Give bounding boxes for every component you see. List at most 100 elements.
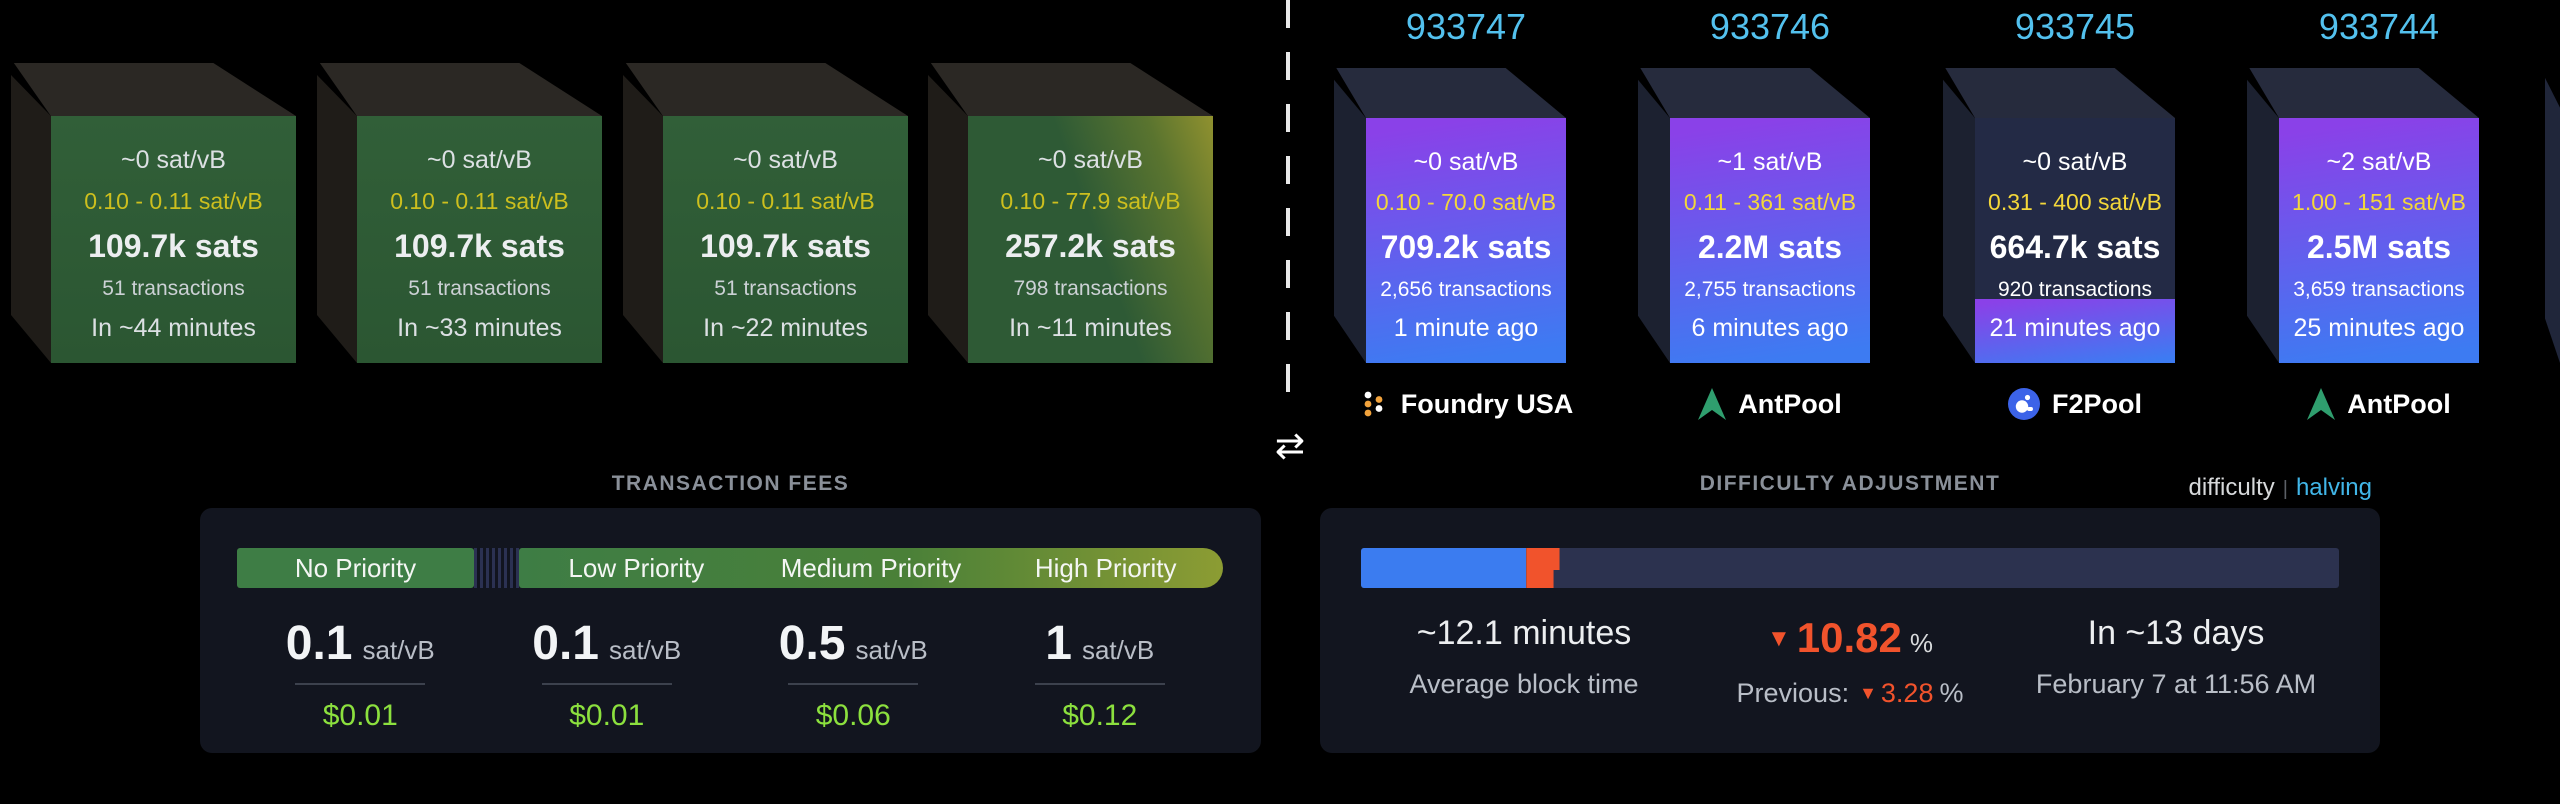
mined-block-933747[interactable]: ~0 sat/vB 0.10 - 70.0 sat/vB 709.2k sats…	[1334, 68, 1566, 363]
previous-change-value: 3.28	[1880, 678, 1934, 708]
projected-block-4[interactable]: ~0 sat/vB 0.10 - 0.11 sat/vB 109.7k sats…	[11, 63, 296, 363]
down-triangle-icon: ▼	[1767, 625, 1791, 652]
projected-block-face[interactable]: ~0 sat/vB 0.10 - 0.11 sat/vB 109.7k sats…	[51, 116, 296, 363]
median-fee: ~0 sat/vB	[121, 146, 226, 174]
mined-block-933744[interactable]: ~2 sat/vB 1.00 - 151 sat/vB 2.5M sats 3,…	[2247, 68, 2479, 363]
pool-link-antpool[interactable]: AntPool	[1670, 386, 1870, 422]
block-age: 1 minute ago	[1393, 314, 1539, 342]
mined-block-face[interactable]: ~0 sat/vB 0.10 - 70.0 sat/vB 709.2k sats…	[1366, 118, 1566, 363]
fee-range: 0.10 - 70.0 sat/vB	[1375, 189, 1557, 216]
halving-link[interactable]: halving	[2295, 474, 2372, 501]
difficulty-progress-orange	[1526, 548, 1560, 588]
pool-name: AntPool	[1738, 388, 1842, 419]
divider-rule	[1034, 683, 1165, 685]
retarget-eta-value: In ~13 days	[2087, 614, 2265, 652]
median-fee: ~0 sat/vB	[427, 146, 532, 174]
fee-tier-medium-priority[interactable]: Medium Priority	[754, 548, 989, 588]
total-fees: 2.5M sats	[2306, 228, 2452, 265]
cube-left-face	[2247, 79, 2279, 363]
fee-rate-unit: sat/vB	[1081, 635, 1155, 665]
pool-name: F2Pool	[2051, 388, 2142, 419]
total-fees: 109.7k sats	[88, 227, 259, 264]
difficulty-stats-row: ~12.1 minutes Average block time ▼ 10.82%…	[1361, 614, 2339, 709]
fee-usd-value: $0.12	[1062, 699, 1138, 732]
mined-block-face[interactable]: ~1 sat/vB 0.11 - 361 sat/vB 2.2M sats 2,…	[1670, 118, 1870, 363]
fee-range: 0.10 - 0.11 sat/vB	[696, 187, 875, 214]
fee-col-low-priority: 0.1 sat/vB $0.01	[484, 616, 731, 733]
block-fill-gradient	[1975, 299, 2175, 363]
tx-count: 2,656 transactions	[1380, 277, 1552, 301]
cube-top-face	[319, 63, 602, 116]
median-fee: ~0 sat/vB	[1413, 148, 1519, 176]
tx-count: 51 transactions	[714, 277, 857, 301]
total-fees: 257.2k sats	[1005, 227, 1176, 264]
fee-range: 0.11 - 361 sat/vB	[1683, 189, 1857, 216]
tx-count: 51 transactions	[408, 277, 551, 301]
cube-top-face	[930, 63, 1213, 116]
block-height-link[interactable]: 933746	[1709, 6, 1831, 47]
fee-rate-unit: sat/vB	[362, 635, 435, 665]
fee-rate-value: 1	[1045, 617, 1072, 670]
block-height-link[interactable]: 933745	[2014, 6, 2136, 47]
mined-block-face[interactable]: ~0 sat/vB 0.31 - 400 sat/vB 664.7k sats …	[1975, 118, 2175, 363]
total-fees: 109.7k sats	[394, 227, 565, 264]
tier-label: High Priority	[1034, 552, 1177, 583]
cube-top-face	[1336, 68, 1566, 118]
difficulty-link[interactable]: difficulty	[2188, 474, 2275, 501]
mined-block-933746[interactable]: ~1 sat/vB 0.11 - 361 sat/vB 2.2M sats 2,…	[1638, 68, 1870, 363]
projected-block-3[interactable]: ~0 sat/vB 0.10 - 0.11 sat/vB 109.7k sats…	[317, 63, 602, 363]
block-age: 25 minutes ago	[2293, 314, 2465, 342]
average-block-time-value: ~12.1 minutes	[1416, 614, 1632, 652]
difficulty-adjustment-title: DIFFICULTY ADJUSTMENT	[1699, 472, 2001, 495]
pool-link-foundry[interactable]: Foundry USA	[1364, 386, 1573, 422]
block-height-link[interactable]: 933744	[2318, 6, 2440, 47]
fee-rate-unit: sat/vB	[855, 635, 928, 665]
cube-top-face	[625, 63, 908, 116]
mined-block-face[interactable]: ~2 sat/vB 1.00 - 151 sat/vB 2.5M sats 3,…	[2279, 118, 2479, 363]
fee-values-row: 0.1 sat/vB $0.01 0.1 sat/vB $0.01 0.5 sat/v…	[237, 616, 1223, 733]
mined-block-933745[interactable]: ~0 sat/vB 0.31 - 400 sat/vB 664.7k sats …	[1943, 68, 2175, 363]
projected-block-face[interactable]: ~0 sat/vB 0.10 - 0.11 sat/vB 109.7k sats…	[357, 116, 602, 363]
pool-link-f2pool[interactable]: F2Pool	[1975, 386, 2175, 422]
pool-link-antpool-2[interactable]: AntPool	[2279, 386, 2479, 422]
fee-bar-striped-gap	[474, 548, 519, 588]
fee-usd-value: $0.01	[569, 699, 645, 732]
fee-usd-value: $0.06	[815, 699, 891, 732]
epoch-progress-bar[interactable]	[1361, 548, 2339, 588]
tier-label: Low Priority	[568, 552, 705, 583]
projected-block-1[interactable]: ~0 sat/vB 0.10 - 77.9 sat/vB 257.2k sats…	[928, 63, 1213, 363]
pool-name: AntPool	[2347, 388, 2451, 419]
projected-block-face[interactable]: ~0 sat/vB 0.10 - 0.11 sat/vB 109.7k sats…	[663, 116, 908, 363]
fee-tier-high-priority[interactable]: High Priority	[988, 548, 1223, 588]
cube-left-face	[317, 75, 357, 363]
fee-tier-no-priority[interactable]: No Priority	[237, 548, 474, 588]
link-separator: |	[2282, 478, 2288, 500]
fee-rate-unit: sat/vB	[608, 635, 682, 665]
chain-tip-divider	[1286, 0, 1290, 412]
difficulty-change-value: 10.82	[1796, 614, 1902, 661]
cube-left-face	[1943, 79, 1975, 363]
total-fees: 2.2M sats	[1697, 228, 1843, 265]
average-block-time-label: Average block time	[1409, 669, 1639, 699]
retarget-col: In ~13 days February 7 at 11:56 AM	[2013, 614, 2339, 709]
tx-count: 51 transactions	[102, 277, 245, 301]
difficulty-progress-blue	[1361, 548, 1527, 588]
projected-block-face[interactable]: ~0 sat/vB 0.10 - 77.9 sat/vB 257.2k sats…	[968, 116, 1213, 363]
tier-label: No Priority	[294, 552, 417, 583]
projected-block-2[interactable]: ~0 sat/vB 0.10 - 0.11 sat/vB 109.7k sats…	[623, 63, 908, 363]
swap-arrows-icon[interactable]: ⇄	[1274, 425, 1306, 466]
fee-range: 0.10 - 0.11 sat/vB	[390, 187, 569, 214]
cube-top-face	[1945, 68, 2175, 118]
block-height-link[interactable]: 933747	[1405, 6, 1527, 47]
median-fee: ~0 sat/vB	[1038, 146, 1143, 174]
fee-tier-low-priority[interactable]: Low Priority	[519, 548, 754, 588]
difficulty-adjustment-card: ~12.1 minutes Average block time ▼ 10.82%…	[1320, 508, 2380, 753]
divider-rule	[788, 683, 919, 685]
median-fee: ~2 sat/vB	[2326, 148, 2432, 176]
difficulty-change-col: ▼ 10.82% Previous: ▼ 3.28%	[1687, 614, 2013, 709]
tx-count: 3,659 transactions	[2293, 277, 2465, 301]
fee-rate-value: 0.1	[532, 617, 599, 670]
antpool-icon	[2307, 388, 2336, 420]
fee-bar-gradient: Low Priority Medium Priority High Priori…	[519, 548, 1223, 588]
